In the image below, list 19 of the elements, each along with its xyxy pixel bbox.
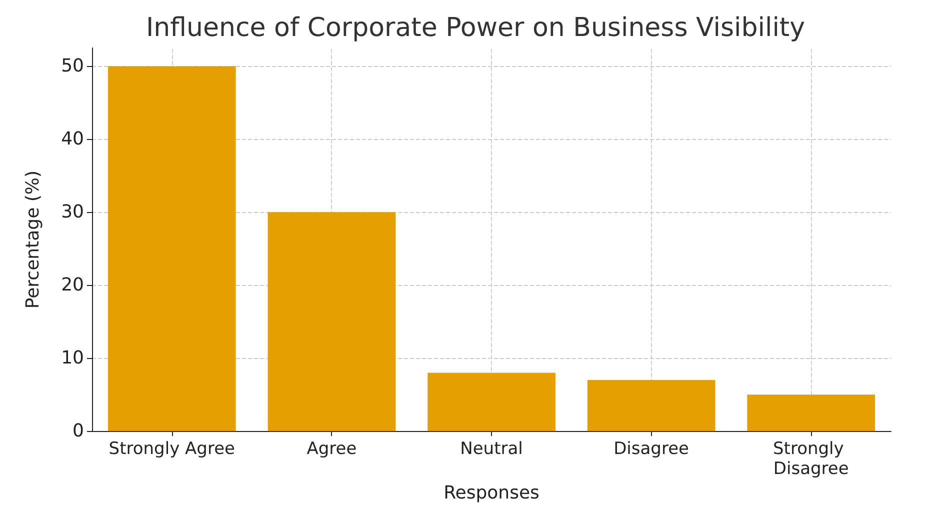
y-tick-label: 10 <box>61 348 84 369</box>
bar <box>428 372 556 432</box>
y-tick-label: 20 <box>61 274 84 296</box>
chart-title: Influence of Corporate Power on Business Visibility <box>146 13 806 43</box>
y-axis-title: Percentage (%) <box>22 170 44 309</box>
bar <box>747 394 876 432</box>
x-axis-title: Responses <box>444 482 540 504</box>
bar <box>108 66 236 432</box>
y-tick-label: 50 <box>61 56 84 77</box>
bar <box>268 212 396 432</box>
x-tick-label: Agree <box>306 439 357 460</box>
x-tick-label: Disagree <box>614 439 690 460</box>
bar <box>587 380 716 432</box>
y-tick-label: 40 <box>61 128 84 150</box>
x-tick-label: Neutral <box>460 439 523 460</box>
y-tick-label: 30 <box>61 202 84 223</box>
x-tick-label: Strongly Disagree <box>772 439 850 480</box>
x-tick-label: Strongly Agree <box>108 439 235 460</box>
y-tick-label: 0 <box>72 420 84 442</box>
